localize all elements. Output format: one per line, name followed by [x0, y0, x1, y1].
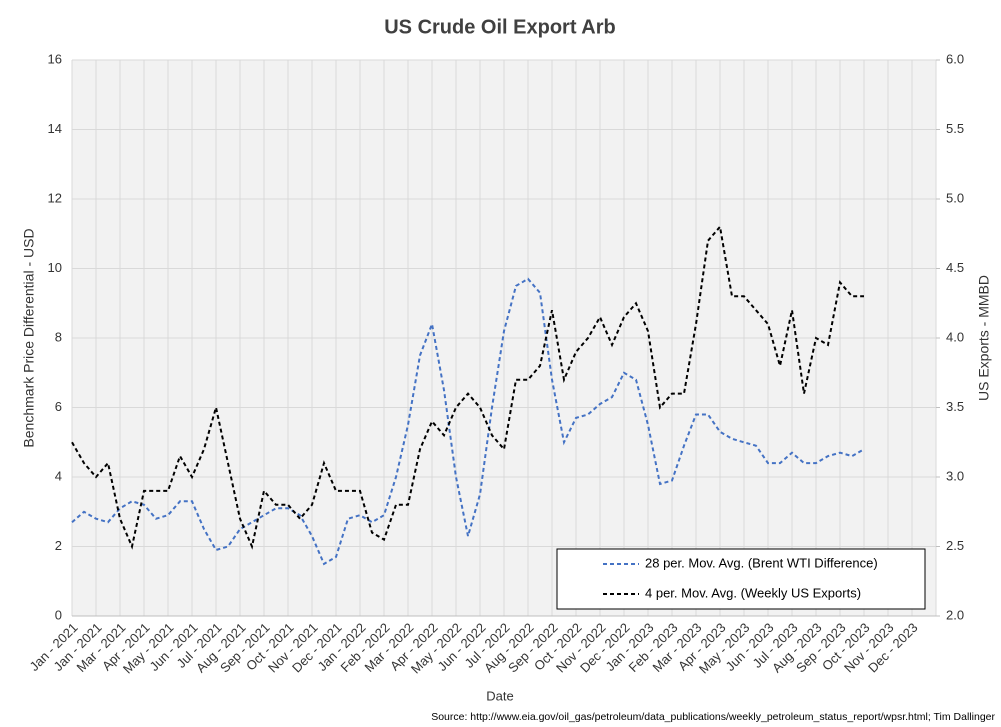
- y-tick-label: 12: [48, 190, 62, 205]
- y2-tick-label: 3.5: [946, 399, 964, 414]
- y2-tick-label: 4.0: [946, 329, 964, 344]
- y2-tick-label: 3.0: [946, 468, 964, 483]
- y2-tick-label: 2.0: [946, 607, 964, 622]
- series-line: [71, 224, 864, 550]
- y-tick-label: 10: [48, 260, 62, 275]
- legend-label: 4 per. Mov. Avg. (Weekly US Exports): [645, 585, 861, 600]
- y-tick-label: 8: [55, 329, 62, 344]
- y2-axis-title: US Exports - MMBD: [976, 275, 992, 401]
- x-axis-title: Date: [486, 688, 513, 703]
- y-tick-label: 6: [55, 399, 62, 414]
- y2-tick-label: 5.5: [946, 121, 964, 136]
- y-tick-label: 4: [55, 468, 62, 483]
- y2-tick-label: 2.5: [946, 538, 964, 553]
- chart-title: US Crude Oil Export Arb: [384, 16, 616, 38]
- y-axis-title: Benchmark Price Differential - USD: [21, 228, 37, 447]
- series-line: [71, 277, 865, 566]
- y2-tick-label: 5.0: [946, 190, 964, 205]
- y-tick-label: 14: [48, 121, 62, 136]
- y2-tick-label: 4.5: [946, 260, 964, 275]
- legend-label: 28 per. Mov. Avg. (Brent WTI Difference): [645, 555, 878, 570]
- y-tick-label: 2: [55, 538, 62, 553]
- legend-box: [556, 548, 926, 610]
- y-tick-label: 0: [55, 607, 62, 622]
- y-tick-label: 16: [48, 51, 62, 66]
- source-note: Source: http://www.eia.gov/oil_gas/petro…: [431, 711, 995, 723]
- y2-tick-label: 6.0: [946, 51, 964, 66]
